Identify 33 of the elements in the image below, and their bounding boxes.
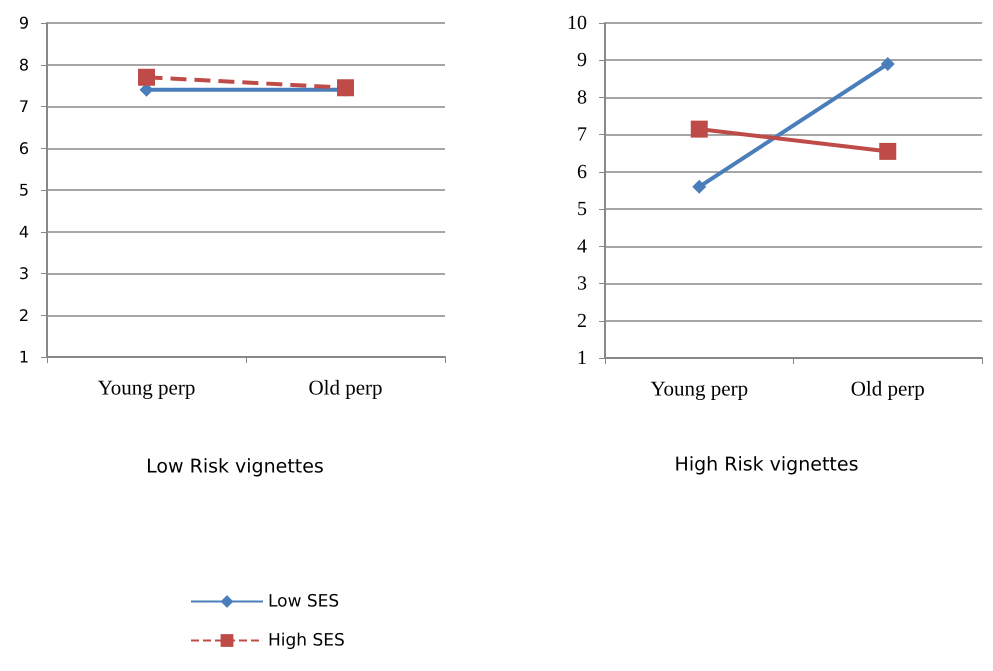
text: Low Risk vignettes — [146, 456, 324, 478]
y-tick-label: 7 — [577, 124, 587, 146]
y-tick-label: 8 — [577, 86, 587, 108]
x-tick-label: Old perp — [308, 376, 383, 400]
y-tick-label: 5 — [18, 180, 29, 200]
text: High Risk vignettes — [674, 454, 858, 476]
y-tick-label: 9 — [18, 14, 29, 32]
y-tick-label: 4 — [577, 235, 587, 258]
x-tick-label: Young perp — [650, 376, 748, 400]
y-tick-label: 5 — [577, 198, 587, 220]
legend-label: Low SES — [268, 592, 340, 612]
point — [692, 180, 706, 194]
y-tick-label: 9 — [577, 49, 587, 72]
y-tick-label: 6 — [18, 138, 29, 158]
point — [879, 142, 896, 160]
x-tick-label: Old perp — [850, 376, 925, 400]
point — [690, 120, 708, 138]
legend-label: High SES — [268, 630, 345, 650]
y-tick-label: 2 — [18, 306, 29, 325]
y-tick-label: 8 — [18, 55, 29, 74]
y-tick-label: 10 — [567, 12, 587, 34]
y-tick-label: 1 — [18, 348, 29, 366]
point — [337, 79, 354, 96]
y-tick-label: 4 — [18, 222, 29, 242]
y-tick-label: 3 — [18, 264, 29, 283]
y-tick-label: 3 — [577, 272, 587, 295]
y-tick-label: 1 — [577, 347, 587, 369]
y-tick-label: 6 — [577, 160, 587, 183]
y-tick-label: 2 — [577, 310, 587, 332]
x-tick-label: Young perp — [98, 376, 196, 400]
point — [138, 68, 155, 86]
y-tick-label: 7 — [18, 97, 29, 116]
point — [880, 56, 895, 71]
